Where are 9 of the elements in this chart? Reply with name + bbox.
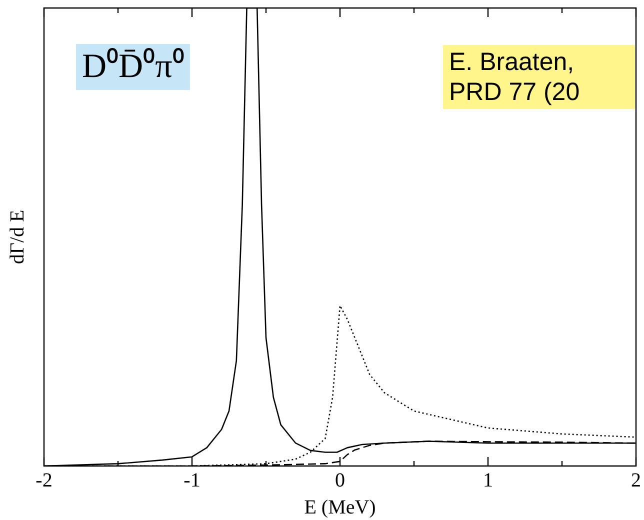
x-tick-label: 0 — [335, 469, 345, 492]
x-tick-label: 2 — [631, 469, 641, 492]
x-tick-label: 1 — [483, 469, 493, 492]
annotation: E. Braaten, PRD 77 (20 — [443, 45, 635, 109]
y-axis-title: dΓ/d E — [6, 210, 28, 264]
x-tick-label: -1 — [184, 469, 200, 492]
x-tick-label: -2 — [36, 469, 52, 492]
x-axis-title: E (MeV) — [304, 496, 376, 518]
annotation: D⁰D̄⁰π⁰ — [76, 44, 190, 90]
